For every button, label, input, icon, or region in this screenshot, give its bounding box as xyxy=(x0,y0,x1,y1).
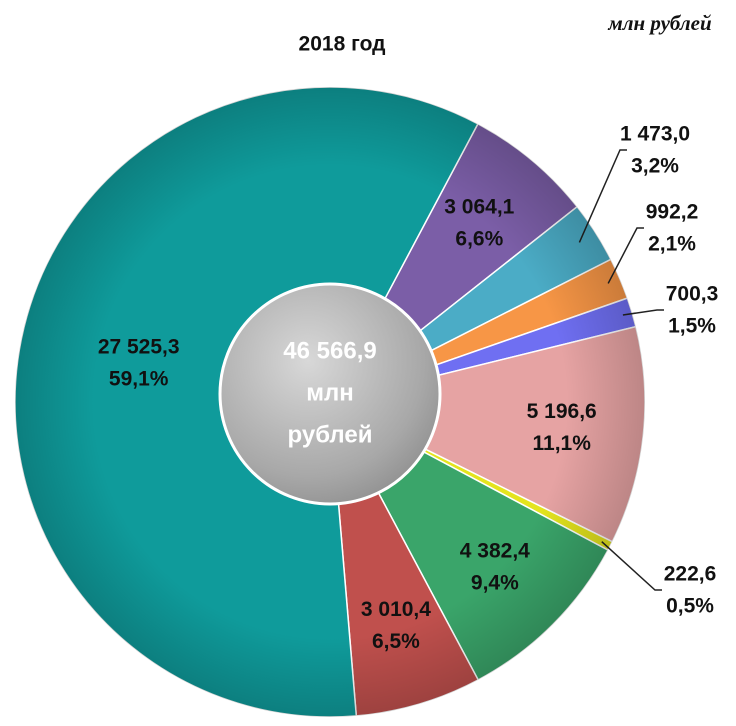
center-label: рублей xyxy=(288,421,373,448)
percent-label: 6,6% xyxy=(455,228,503,251)
percent-label: 1,5% xyxy=(668,315,716,338)
percent-label: 6,5% xyxy=(372,630,420,653)
percent-label: 3,2% xyxy=(631,155,679,178)
center-label: 46 566,9 xyxy=(283,337,376,364)
value-label: 992,2 xyxy=(646,201,699,224)
percent-label: 59,1% xyxy=(109,367,169,390)
percent-label: 0,5% xyxy=(666,595,714,618)
percent-label: 2,1% xyxy=(648,233,696,256)
value-label: 3 064,1 xyxy=(444,196,514,219)
leader-line xyxy=(601,541,662,591)
center-hole xyxy=(218,282,442,506)
value-label: 5 196,6 xyxy=(527,400,597,423)
unit-label: млн рублей xyxy=(607,11,711,35)
chart-title: 2018 год xyxy=(299,33,386,56)
value-label: 222,6 xyxy=(664,563,717,586)
percent-label: 9,4% xyxy=(471,571,519,594)
value-label: 700,3 xyxy=(666,283,719,306)
center-label: млн xyxy=(306,379,354,406)
percent-label: 11,1% xyxy=(533,432,592,455)
value-label: 27 525,3 xyxy=(98,335,180,358)
value-label: 3 010,4 xyxy=(361,598,431,621)
value-label: 1 473,0 xyxy=(620,123,690,146)
value-label: 4 382,4 xyxy=(460,539,530,562)
